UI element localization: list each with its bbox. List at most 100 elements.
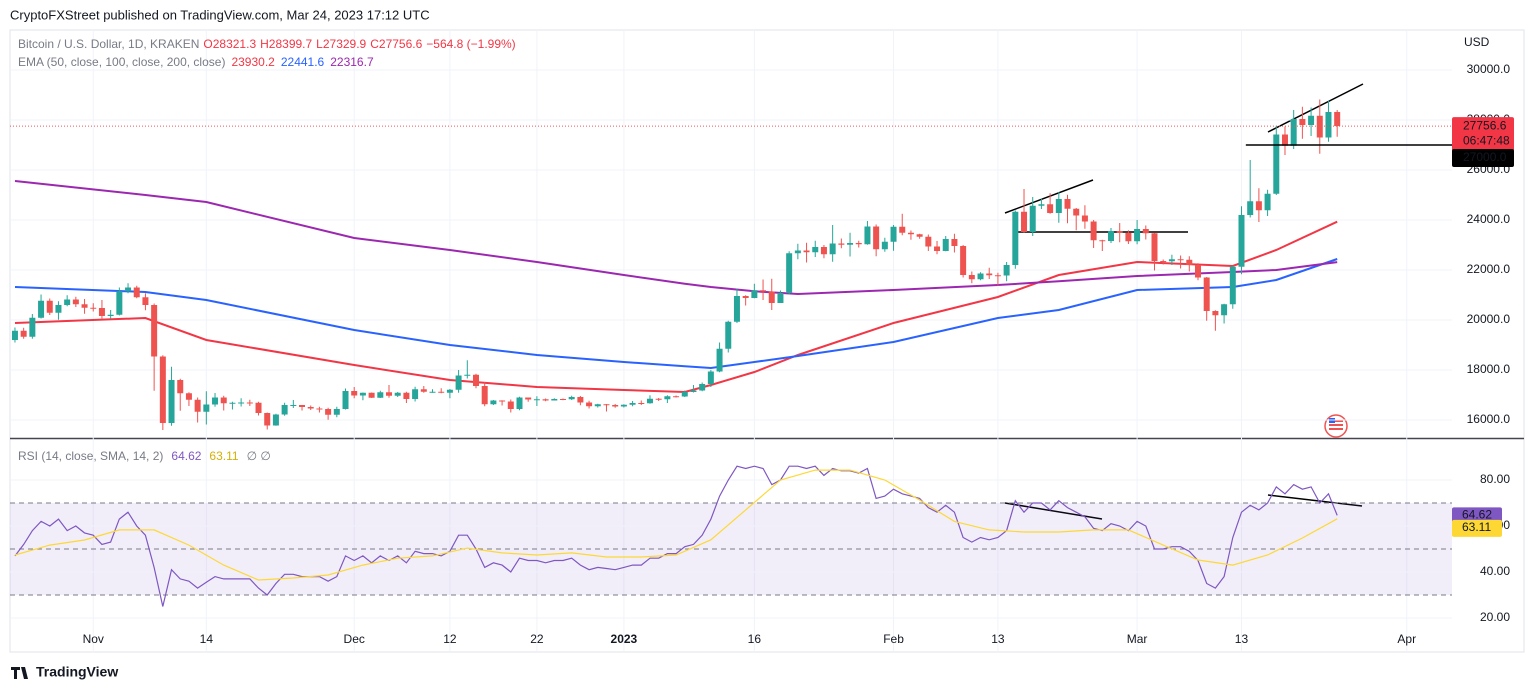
candle-body — [290, 405, 297, 406]
y-tick-label: 40.00 — [1480, 564, 1510, 578]
candle-body — [229, 402, 236, 404]
candle-body — [855, 243, 862, 245]
candle-body — [359, 392, 366, 396]
candle-body — [1186, 259, 1193, 265]
candle-body — [1012, 211, 1019, 265]
price-tag: 27756.6 — [1463, 118, 1507, 132]
candle-body — [1142, 229, 1149, 234]
ohlc-value: L27329.9 — [316, 37, 366, 51]
candle-body — [768, 291, 775, 303]
candle-body — [159, 356, 166, 423]
rsi-value: 64.62 — [171, 449, 201, 463]
candle-body — [1081, 215, 1088, 222]
candle-body — [499, 400, 506, 402]
candle-body — [1290, 119, 1297, 146]
candle-body — [1264, 193, 1271, 211]
candle-body — [151, 305, 158, 357]
currency-label: USD — [1464, 35, 1490, 49]
trend-drawings — [1004, 83, 1364, 520]
candle-body — [1177, 259, 1184, 261]
candle-body — [533, 399, 540, 401]
candle-body — [220, 397, 227, 404]
candle-body — [577, 397, 584, 403]
candle-body — [438, 391, 445, 393]
y-tick-label: 16000.0 — [1467, 412, 1511, 426]
candle-body — [1325, 112, 1332, 138]
candle-body — [960, 246, 967, 275]
candle-body — [299, 405, 306, 407]
candle-body — [942, 239, 949, 251]
flag-stripe — [1329, 420, 1343, 422]
candle-body — [55, 305, 62, 313]
x-tick-label: Mar — [1127, 632, 1148, 646]
candle-body — [1281, 134, 1288, 146]
candle-body — [646, 398, 653, 404]
candle-body — [472, 374, 479, 386]
candle-body — [1134, 229, 1141, 242]
level-tag-bg — [1452, 149, 1514, 167]
candle-body — [342, 391, 349, 409]
candle-body — [829, 243, 836, 255]
rsi-tag: 64.62 — [1462, 508, 1492, 522]
candle-body — [820, 247, 827, 255]
candle-body — [1334, 111, 1341, 127]
candle-body — [1099, 240, 1106, 242]
candle-body — [168, 380, 175, 423]
y-tick-label: 20.00 — [1480, 610, 1510, 624]
candle-body — [873, 226, 880, 250]
candle-body — [1316, 115, 1323, 138]
candle-body — [881, 241, 888, 250]
price-tag-bg — [1452, 117, 1514, 152]
candle-body — [847, 243, 854, 245]
candle-body — [803, 250, 810, 253]
candle-body — [1047, 204, 1054, 213]
candle-body — [925, 236, 932, 247]
candle-body — [64, 299, 71, 305]
candle-body — [420, 389, 427, 392]
candle-body — [725, 321, 732, 349]
candle-body — [116, 291, 123, 315]
candle-body — [1116, 231, 1123, 233]
candle-body — [446, 389, 453, 393]
candle-body — [403, 392, 410, 399]
candle-body — [11, 330, 18, 340]
x-tick-label: 13 — [991, 632, 1005, 646]
candle-body — [786, 253, 793, 293]
candle-body — [638, 403, 645, 404]
flag-icon — [1324, 414, 1348, 438]
candle-body — [1194, 265, 1201, 278]
candle-body — [351, 391, 358, 396]
candle-body — [812, 247, 819, 253]
publisher-line: CryptoFXStreet published on TradingView.… — [10, 7, 430, 22]
x-tick-label: 14 — [200, 632, 214, 646]
candle-body — [838, 243, 845, 245]
candle-body — [455, 375, 462, 390]
candle-body — [272, 414, 279, 426]
candle-body — [951, 239, 958, 246]
candle-body — [751, 290, 758, 298]
trend-line — [1004, 179, 1094, 214]
candle-body — [464, 374, 471, 376]
candle-body — [699, 384, 706, 391]
candle-body — [690, 390, 697, 392]
candle-body — [681, 392, 688, 397]
trend-line — [1004, 502, 1103, 520]
x-tick-label: Dec — [344, 632, 365, 646]
candle-body — [394, 392, 401, 396]
candle-body — [568, 397, 575, 400]
candle-body — [20, 330, 27, 337]
candle-body — [664, 396, 671, 400]
ema-value: 22316.7 — [330, 55, 374, 69]
candle-body — [368, 392, 375, 398]
candle-body — [1151, 233, 1158, 261]
candle-body — [107, 314, 114, 316]
x-tick-label: 22 — [530, 632, 544, 646]
rsi-line — [14, 465, 1338, 607]
ohlc-value: −564.8 (−1.99%) — [426, 37, 515, 51]
x-tick-label: 13 — [1235, 632, 1249, 646]
candle-body — [1255, 201, 1262, 211]
x-tick-label: Feb — [883, 632, 904, 646]
trend-line — [1267, 83, 1364, 133]
symbol: Bitcoin / U.S. Dollar, 1D, KRAKEN — [18, 37, 199, 51]
